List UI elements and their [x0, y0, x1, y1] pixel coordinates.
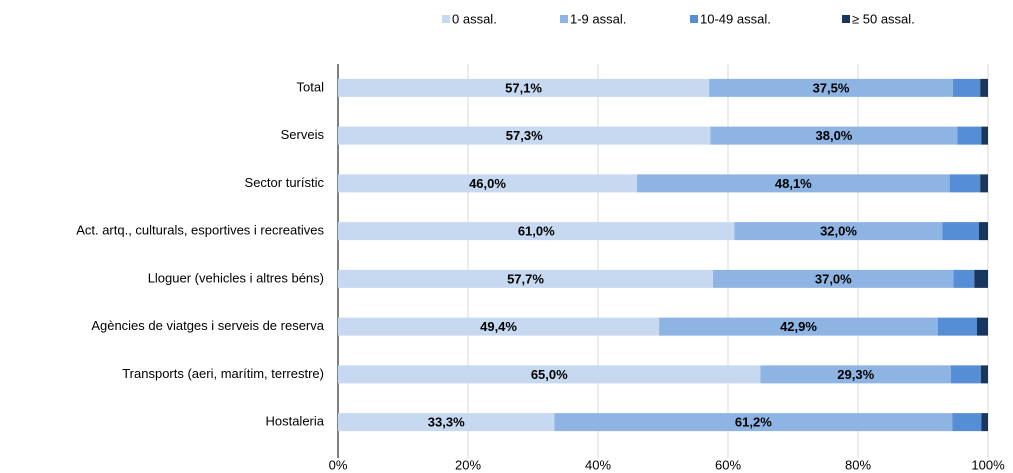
y-tick-label: Serveis — [281, 127, 325, 142]
value-label: 32,0% — [820, 224, 857, 239]
y-tick-label: Transports (aeri, marítim, terrestre) — [122, 366, 324, 381]
bar-segment — [952, 78, 981, 97]
bar-segment — [338, 317, 660, 336]
bar-segment — [554, 413, 953, 432]
bar-segment — [709, 78, 953, 97]
legend-label: 1-9 assal. — [570, 11, 626, 26]
value-label: 37,0% — [815, 271, 852, 286]
y-tick-label: Agències de viatges i serveis de reserva — [91, 318, 324, 333]
bar-segment — [760, 365, 951, 384]
bar-segment — [980, 78, 988, 97]
value-label: 33,3% — [428, 415, 465, 430]
y-tick-label: Hostaleria — [265, 414, 324, 429]
bar-segment — [338, 365, 761, 384]
value-label: 57,3% — [506, 128, 543, 143]
y-tick-label: Lloguer (vehicles i altres béns) — [148, 270, 324, 285]
bar-segment — [338, 269, 714, 288]
bar-segment — [981, 126, 988, 145]
bar-segment — [949, 174, 981, 193]
value-label: 29,3% — [837, 367, 874, 382]
bar-segment — [338, 222, 735, 241]
bar-segment — [976, 317, 988, 336]
bar-segment — [338, 78, 710, 97]
bar-segment — [710, 126, 958, 145]
bar-segment — [950, 365, 981, 384]
x-tick-label: 0% — [329, 457, 348, 472]
legend-swatch — [690, 15, 698, 23]
bar-segment — [338, 126, 711, 145]
bar-segment — [637, 174, 950, 193]
bar-segment — [338, 174, 637, 193]
value-label: 61,0% — [518, 224, 555, 239]
bar-segment — [713, 269, 954, 288]
legend-swatch — [842, 15, 850, 23]
bar-segment — [942, 222, 979, 241]
legend-label: 10-49 assal. — [700, 11, 771, 26]
bar-segment — [978, 222, 988, 241]
legend-label: ≥ 50 assal. — [852, 11, 915, 26]
bar-segment — [952, 413, 982, 432]
x-tick-label: 60% — [715, 457, 741, 472]
bar-segment — [734, 222, 943, 241]
bar-segment — [953, 269, 975, 288]
bar-segment — [937, 317, 977, 336]
y-tick-label: Act. artq., culturals, esportives i recr… — [76, 223, 324, 238]
value-label: 48,1% — [775, 176, 812, 191]
x-tick-label: 20% — [455, 457, 481, 472]
bar-segment — [980, 174, 988, 193]
value-label: 37,5% — [813, 80, 850, 95]
value-label: 57,1% — [505, 80, 542, 95]
x-tick-label: 80% — [845, 457, 871, 472]
bar-segment — [338, 413, 555, 432]
value-label: 61,2% — [735, 415, 772, 430]
legend-label: 0 assal. — [452, 11, 497, 26]
bar-segment — [957, 126, 982, 145]
bar-segment — [974, 269, 988, 288]
bar-segment — [980, 365, 988, 384]
value-label: 42,9% — [780, 319, 817, 334]
legend-swatch — [560, 15, 568, 23]
value-label: 49,4% — [480, 319, 517, 334]
y-tick-label: Sector turístic — [245, 175, 325, 190]
y-tick-label: Total — [297, 79, 325, 94]
value-label: 46,0% — [469, 176, 506, 191]
value-label: 57,7% — [507, 271, 544, 286]
x-tick-label: 40% — [585, 457, 611, 472]
legend-swatch — [442, 15, 450, 23]
value-label: 38,0% — [816, 128, 853, 143]
bar-segment — [659, 317, 938, 336]
value-label: 65,0% — [531, 367, 568, 382]
bar-segment — [981, 413, 988, 432]
x-tick-label: 100% — [971, 457, 1005, 472]
